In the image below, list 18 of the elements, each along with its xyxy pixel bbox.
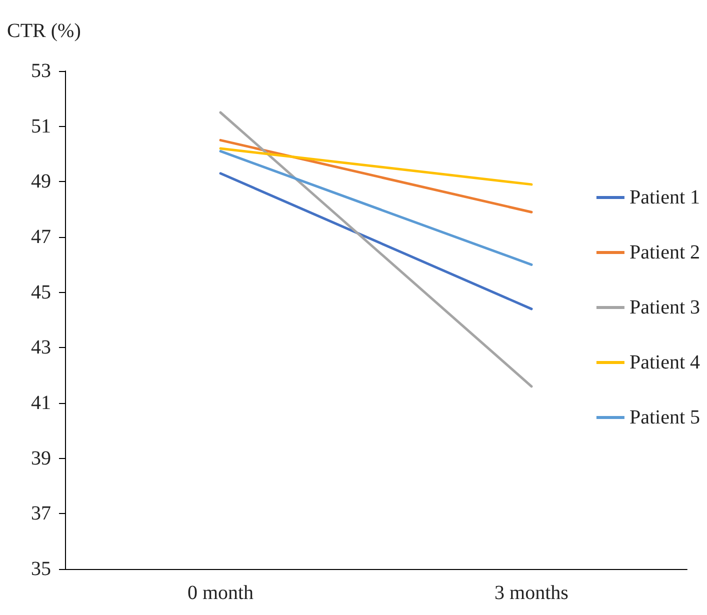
y-tick-label: 53 xyxy=(31,60,51,82)
x-tick-label: 0 month xyxy=(187,582,254,604)
legend-label: Patient 5 xyxy=(629,406,700,428)
y-axis-title: CTR (%) xyxy=(7,20,81,42)
y-tick-label: 41 xyxy=(31,392,51,414)
legend-label: Patient 1 xyxy=(629,186,700,208)
y-tick-label: 45 xyxy=(31,281,51,304)
y-tick-label: 37 xyxy=(31,502,51,525)
legend-label: Patient 4 xyxy=(629,352,700,374)
y-tick-label: 51 xyxy=(31,115,51,138)
y-tick-label: 35 xyxy=(31,558,51,580)
legend-label: Patient 3 xyxy=(629,296,700,318)
y-tick-label: 49 xyxy=(31,170,51,193)
legend-label: Patient 2 xyxy=(629,242,700,264)
y-tick-label: 43 xyxy=(31,336,51,359)
y-tick-label: 39 xyxy=(31,447,51,470)
y-tick-label: 47 xyxy=(31,226,51,248)
x-tick-label: 3 months xyxy=(494,582,569,604)
